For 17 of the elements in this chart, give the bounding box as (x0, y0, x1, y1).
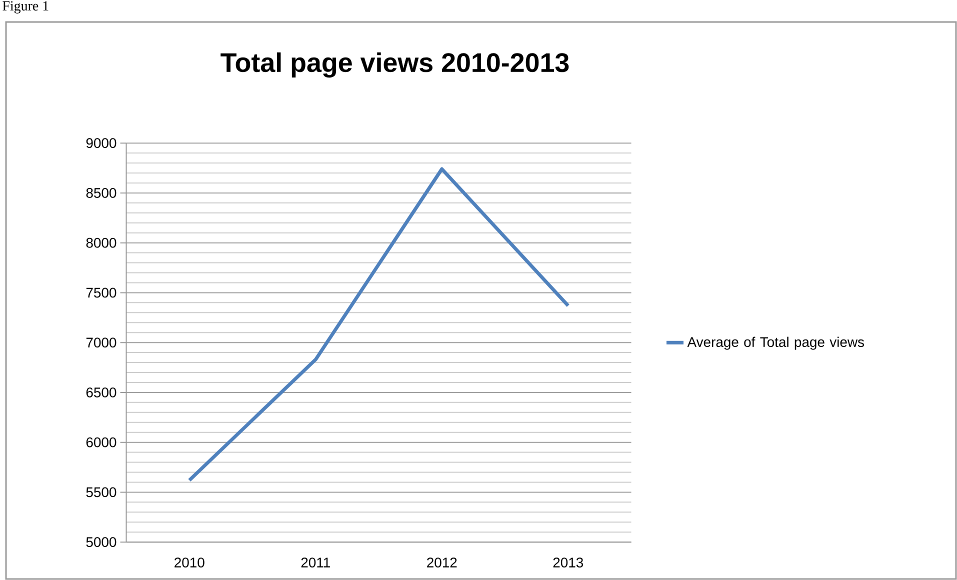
y-tick-label: 8500 (86, 188, 116, 198)
x-tick-label: 2012 (427, 558, 457, 568)
line-series (188, 167, 570, 482)
y-tick-label: 7500 (86, 288, 116, 298)
x-tick-label: 2010 (174, 558, 204, 568)
x-tick-label: 2011 (301, 558, 330, 568)
caption: Figure 1 (2, 1, 48, 14)
legend-label: Average of Total page views (687, 336, 864, 350)
x-tick-label: 2013 (553, 558, 584, 568)
y-tick-label: 9000 (86, 138, 116, 148)
chart-title: Total page views 2010-2013 (220, 52, 569, 78)
y-tick-label: 6500 (86, 388, 116, 398)
y-tick-label: 6000 (86, 437, 116, 448)
y-tick-label: 5000 (86, 537, 116, 548)
y-tick-label: 5500 (86, 487, 116, 498)
y-tick-label: 7000 (86, 338, 116, 348)
y-tick-label: 8000 (86, 238, 116, 248)
